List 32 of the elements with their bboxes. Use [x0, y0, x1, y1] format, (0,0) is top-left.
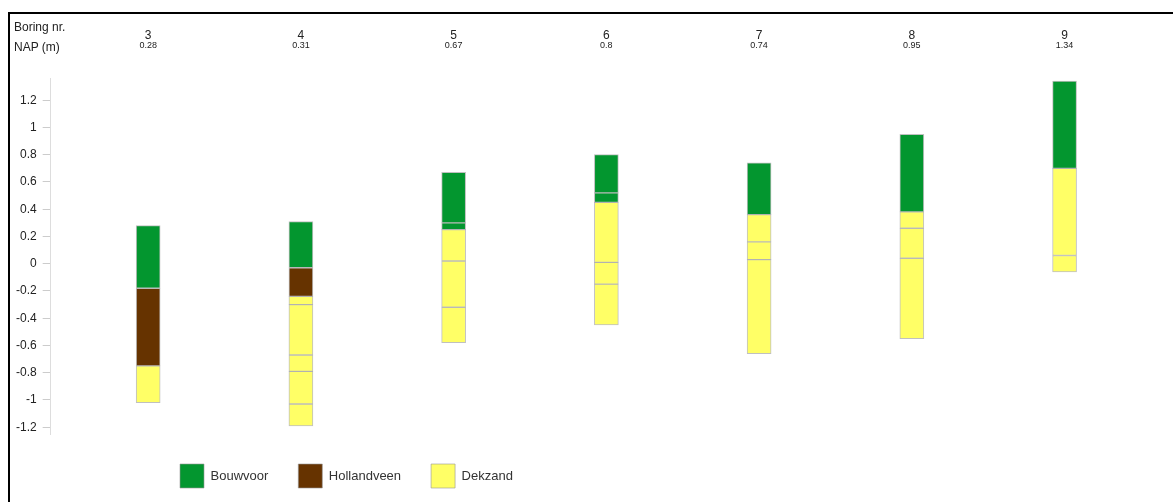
y-tick-label: -1: [26, 392, 37, 407]
x-tick-label: 5: [450, 27, 458, 42]
text: 0.74: [750, 40, 768, 51]
text: NAP (m): [14, 40, 60, 55]
x-tick-label: 6: [603, 27, 611, 42]
y-tick-label: 0.4: [19, 201, 37, 216]
y-tick-label: 0.8: [19, 147, 37, 162]
legend-label: Hollandveen: [328, 467, 402, 483]
x-tick-label: 7: [755, 27, 763, 42]
y-tick-label: 0.6: [19, 174, 37, 189]
y-tick-label: -0.4: [15, 310, 37, 325]
legend-label: Dekzand: [461, 467, 513, 483]
y-tick-label: -0.8: [15, 365, 37, 379]
x-axis-title: Boring nr.: [14, 20, 66, 35]
y-tick-label: 0.2: [19, 228, 37, 243]
x-tick-label: 4: [297, 27, 305, 42]
text: 0.8: [600, 40, 613, 51]
text: 0.95: [903, 40, 921, 51]
text: 0.31: [292, 40, 310, 51]
x-tick-label: 3: [144, 27, 152, 42]
text: 0.67: [444, 40, 463, 51]
legend-label: Bouwvoor: [210, 467, 269, 483]
y-tick-label: 1: [29, 119, 37, 134]
y-tick-label: 1.2: [19, 92, 37, 107]
y-tick-label: -0.6: [15, 337, 37, 352]
text: 1.34: [1055, 40, 1074, 51]
y-tick-label: 0: [29, 256, 37, 271]
x-tick-label: 8: [908, 27, 916, 42]
text: 0.28: [139, 40, 157, 51]
y-tick-label: -0.2: [15, 283, 37, 298]
y-tick-label: -1.2: [15, 419, 37, 434]
x-tick-label: 9: [1061, 27, 1069, 42]
